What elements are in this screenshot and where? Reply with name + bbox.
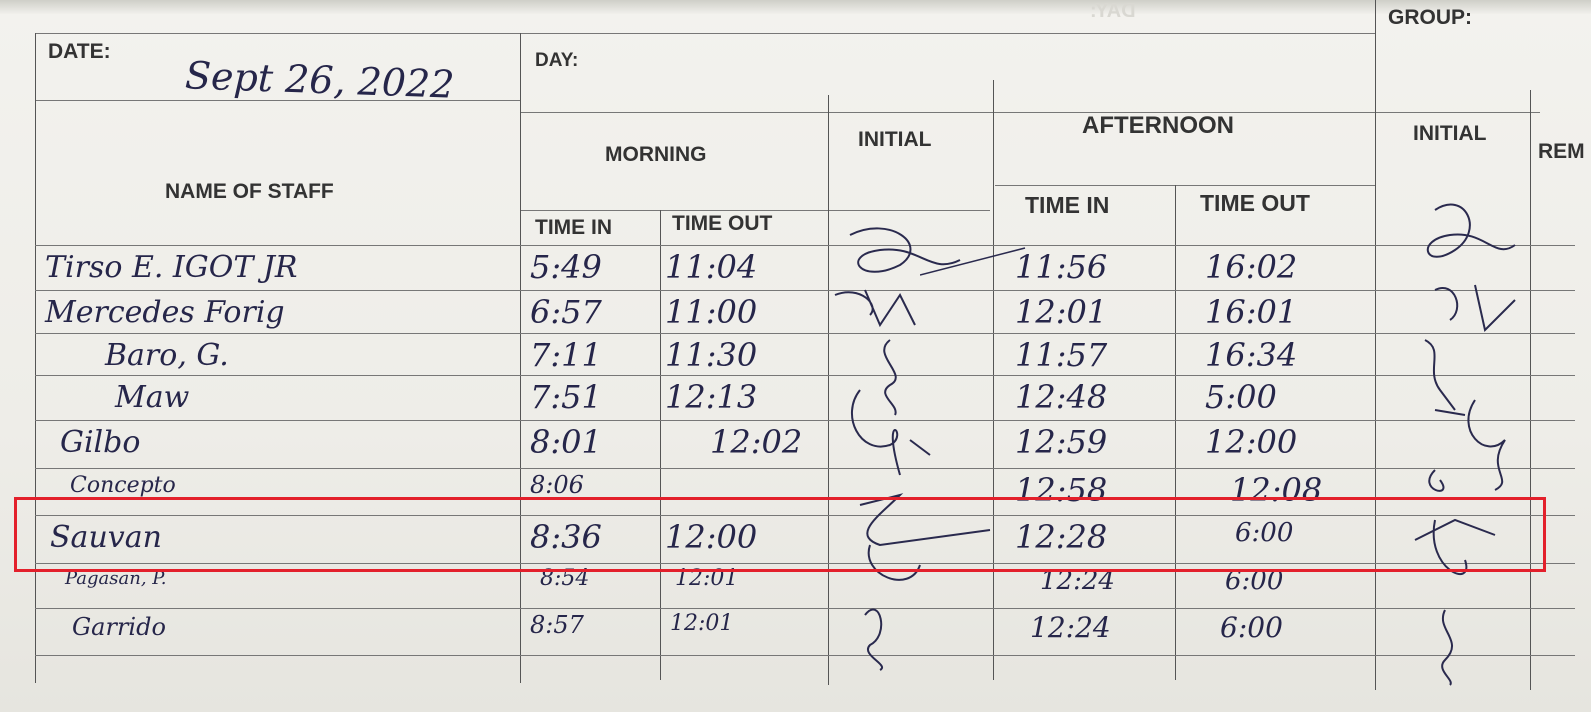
table-row: Concepto 8:06 12:58 12:08 [0,469,1591,513]
staff-name: Concepto [70,473,176,498]
pm-time-in: 12:01 [1015,293,1108,331]
staff-name: Maw [115,380,190,415]
day-label: DAY: [535,50,579,71]
divider [520,210,990,211]
am-time-out: 12:01 [670,611,734,636]
morning-time-in-header: TIME IN [535,216,612,239]
am-time-in: 5:49 [530,248,602,286]
am-time-in: 6:57 [530,293,602,331]
divider [995,185,1375,186]
staff-name: Gilbo [60,425,141,460]
divider [35,100,520,101]
am-time-out: 11:30 [665,336,758,374]
pm-time-in: 12:28 [1015,518,1108,556]
pm-time-in: 12:48 [1015,378,1108,416]
initial-header-2: INITIAL [1413,122,1487,145]
row-line [35,245,1575,246]
morning-header: MORNING [605,143,707,166]
pm-time-out: 16:02 [1205,248,1298,286]
afternoon-time-out-header: TIME OUT [1200,190,1310,216]
highlight-box-sauvan-row [14,497,1546,572]
staff-name: Baro, G. [105,338,229,373]
divider [1530,90,1531,690]
staff-name: Sauvan [50,520,162,555]
row-line [35,290,1575,291]
staff-name: Garrido [72,613,166,641]
page-edge [0,0,1591,14]
date-label: DATE: [48,40,111,63]
staff-name: Tirso E. IGOT JR [45,250,298,285]
table-row: Maw 7:51 12:13 12:48 5:00 [0,376,1591,420]
staff-name: Pagasan, P. [65,568,167,589]
am-time-out: 12:00 [665,518,758,556]
am-time-out: 12:13 [665,378,758,416]
table-row: Garrido 8:57 12:01 12:24 6:00 [0,609,1591,653]
row-line [35,420,1575,421]
am-time-in: 8:06 [530,471,584,499]
date-value: Sept 26, 2022 [184,53,456,107]
bleed-through: DAY: [1090,0,1136,22]
am-time-in: 7:51 [530,378,602,416]
afternoon-header: AFTERNOON [1082,112,1234,139]
morning-time-out-header: TIME OUT [672,212,773,235]
am-time-in: 8:36 [530,518,602,556]
pm-time-out: 16:01 [1205,293,1298,331]
table-row: Tirso E. IGOT JR 5:49 11:04 11:56 16:02 [0,246,1591,290]
am-time-out: 11:04 [665,248,758,286]
row-line [35,563,1575,564]
table-row: Sauvan 8:36 12:00 12:28 6:00 [0,516,1591,560]
am-time-in: 8:57 [530,611,584,639]
divider [35,33,36,683]
pm-time-out: 5:00 [1205,378,1277,416]
divider [993,80,994,680]
divider [520,33,521,683]
divider [660,210,661,680]
table-row: Mercedes Forig 6:57 11:00 12:01 16:01 [0,291,1591,335]
pm-time-out: 6:00 [1235,518,1294,548]
divider [520,112,1540,113]
pm-time-in: 11:56 [1015,248,1108,286]
table-row: Baro, G. 7:11 11:30 11:57 16:34 [0,334,1591,378]
stray-pen-line [920,247,1026,276]
pm-time-in: 12:59 [1015,423,1108,461]
pm-time-out: 12:08 [1230,471,1323,509]
pm-time-out: 6:00 [1220,611,1283,644]
afternoon-initials-signatures [1414,203,1516,686]
name-of-staff-header: NAME OF STAFF [165,180,334,203]
divider [1175,185,1176,680]
am-time-in: 7:11 [530,336,602,374]
table-row: Gilbo 8:01 12:02 12:59 12:00 [0,421,1591,465]
am-time-out: 12:02 [710,423,803,461]
remarks-header: REM [1538,140,1585,163]
pm-time-in: 12:58 [1015,471,1108,509]
row-line [35,468,1575,469]
row-line [35,375,1575,376]
pm-time-in: 12:24 [1030,611,1111,644]
border-top [35,33,1375,34]
am-time-in: 8:01 [530,423,602,461]
divider [1375,0,1376,690]
divider [828,95,829,685]
row-line [35,515,1575,516]
initial-header: INITIAL [858,128,932,151]
afternoon-time-in-header: TIME IN [1025,192,1110,218]
row-line [35,333,1575,334]
pm-time-out: 16:34 [1205,336,1298,374]
morning-initials-signatures [834,227,991,671]
pm-time-out: 12:00 [1205,423,1298,461]
group-label: GROUP: [1388,6,1472,29]
pm-time-in: 11:57 [1015,336,1108,374]
row-line [35,655,1575,656]
am-time-out: 11:00 [665,293,758,331]
staff-name: Mercedes Forig [45,295,285,330]
row-line [35,608,1575,609]
